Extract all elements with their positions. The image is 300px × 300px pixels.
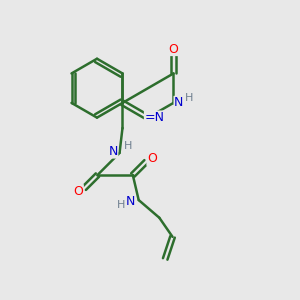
Text: N: N bbox=[126, 195, 135, 208]
Text: O: O bbox=[169, 43, 178, 56]
Text: H: H bbox=[117, 200, 125, 210]
Text: N: N bbox=[174, 96, 184, 110]
Text: O: O bbox=[74, 185, 83, 198]
Text: H: H bbox=[184, 93, 193, 103]
Text: =N: =N bbox=[145, 111, 164, 124]
Text: N: N bbox=[108, 145, 118, 158]
Text: O: O bbox=[147, 152, 157, 165]
Text: H: H bbox=[124, 142, 132, 152]
